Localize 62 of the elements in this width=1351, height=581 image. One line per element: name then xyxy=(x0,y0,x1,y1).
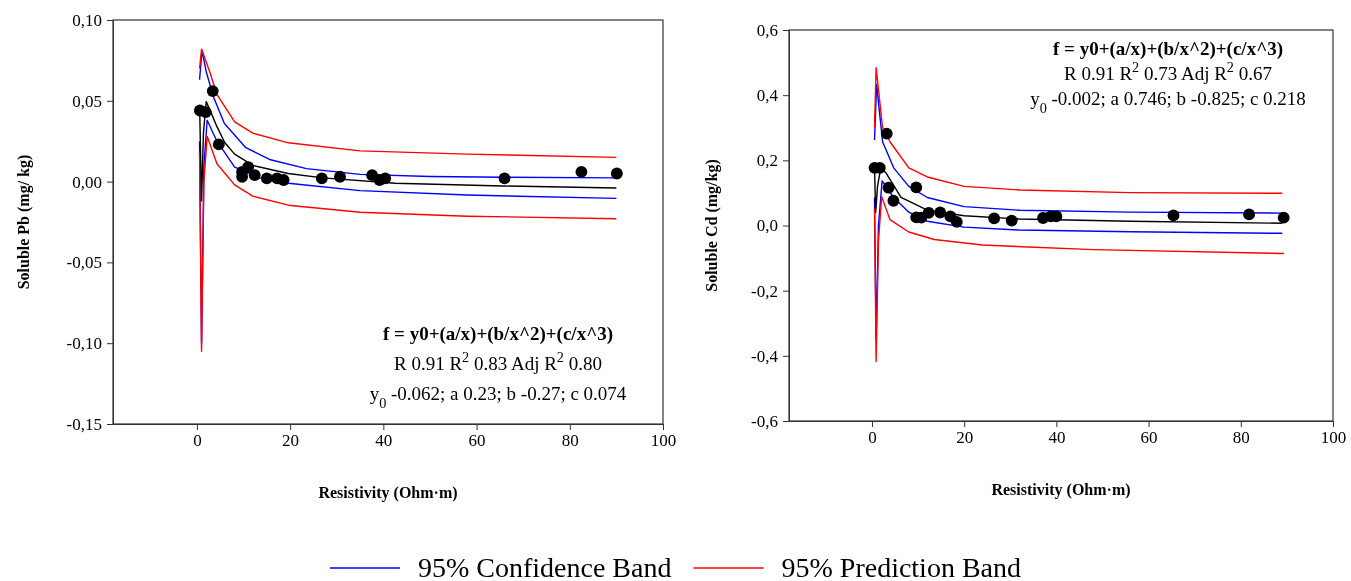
y-tick-label: 0,05 xyxy=(72,91,102,111)
y-axis-title: Soluble Pb (mg/ kg) xyxy=(14,154,33,290)
x-tick-label: 40 xyxy=(1048,428,1066,448)
line-series xyxy=(198,48,618,159)
point xyxy=(1243,208,1256,221)
annotation: f = y0+(a/x)+(b/x^2)+(c/x^3) xyxy=(382,323,614,345)
x-tick-label: 100 xyxy=(1320,428,1347,448)
point xyxy=(1005,214,1018,227)
point xyxy=(988,212,1001,225)
line-series xyxy=(873,195,1285,363)
annotation: y$_{0}$ -0.062; a 0.23; b -0.27; c 0.074 xyxy=(369,383,627,411)
y-tick-label: 0,4 xyxy=(756,86,779,106)
x-tick-label: 60 xyxy=(1140,428,1158,448)
x-tick-label: 20 xyxy=(282,431,300,451)
y-tick-label: -0,4 xyxy=(751,346,779,366)
x-tick-label: 0 xyxy=(193,431,202,451)
y-tick-label: 0,2 xyxy=(756,151,778,171)
x-tick-label: 0 xyxy=(868,428,877,448)
y-tick-label: 0,0 xyxy=(756,216,778,236)
y-tick-label: -0,10 xyxy=(66,334,102,354)
y-tick-label: 0,6 xyxy=(756,20,778,40)
y-tick-label: -0,2 xyxy=(751,281,778,301)
x-tick-label: 20 xyxy=(956,428,974,448)
point xyxy=(950,216,963,228)
point xyxy=(248,169,261,182)
point xyxy=(206,85,219,98)
y-tick-label: 0,00 xyxy=(72,172,102,192)
annotation: y$_{0}$ -0.002; a 0.746; b -0.825; c 0.218 xyxy=(1030,88,1306,116)
point xyxy=(379,172,392,185)
point xyxy=(242,161,255,173)
x-axis-title: Resistivity (Ohm·m) xyxy=(318,484,458,502)
x-tick-label: 60 xyxy=(468,431,486,451)
point xyxy=(910,181,923,194)
point xyxy=(575,166,588,178)
y-tick-label: -0,05 xyxy=(66,253,102,273)
point xyxy=(610,167,623,180)
point xyxy=(880,127,893,140)
point xyxy=(498,172,511,185)
legend-label: 95% Prediction Band xyxy=(781,552,1022,581)
annotation: f = y0+(a/x)+(b/x^2)+(c/x^3) xyxy=(1052,38,1284,60)
point xyxy=(334,170,346,183)
point xyxy=(260,172,273,185)
point xyxy=(887,194,900,207)
point xyxy=(882,181,895,194)
x-tick-label: 80 xyxy=(561,431,579,451)
x-tick-label: 100 xyxy=(650,431,677,451)
x-tick-label: 40 xyxy=(375,431,393,451)
point xyxy=(315,172,328,185)
x-axis-title: Resistivity (Ohm·m) xyxy=(991,481,1131,499)
point xyxy=(212,138,225,151)
y-tick-label: -0,6 xyxy=(751,411,778,431)
annotation: R 0.91 R$^{2}$ 0.83 Adj R$^{2}$ 0.80 xyxy=(394,349,602,374)
legend-label: 95% Confidence Band xyxy=(417,552,672,581)
y-tick-label: -0,15 xyxy=(66,414,102,434)
point xyxy=(922,206,935,219)
point xyxy=(934,206,947,219)
y-tick-label: 0,10 xyxy=(72,10,102,30)
point xyxy=(1167,209,1180,222)
y-axis-title: Soluble Cd (mg/kg) xyxy=(702,159,721,292)
x-tick-label: 80 xyxy=(1232,428,1250,448)
annotation: R 0.91 R$^{2}$ 0.73 Adj R$^{2}$ 0.67 xyxy=(1064,59,1272,84)
point xyxy=(1277,211,1290,224)
